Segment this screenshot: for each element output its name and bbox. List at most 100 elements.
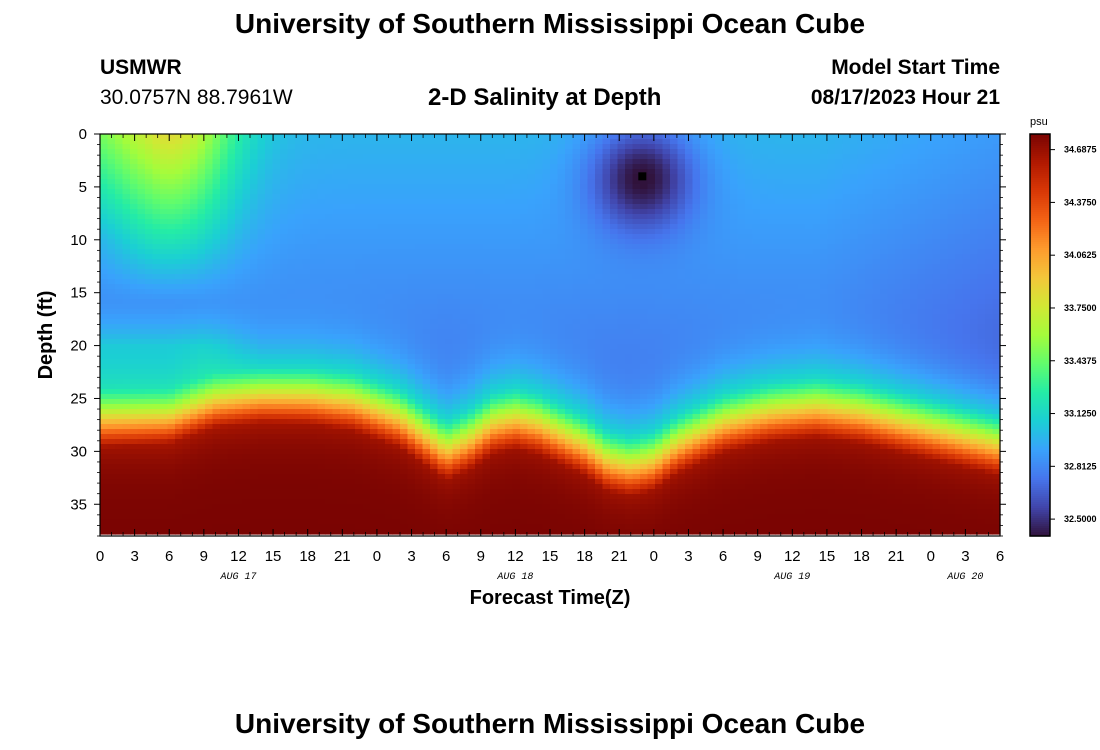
heatmap-cell xyxy=(272,339,281,345)
heatmap-cell xyxy=(167,504,176,510)
heatmap-cell xyxy=(175,149,184,155)
heatmap-cell xyxy=(317,229,326,235)
heatmap-cell xyxy=(280,409,289,415)
heatmap-cell xyxy=(167,234,176,240)
heatmap-cell xyxy=(310,394,319,400)
heatmap-cell xyxy=(325,489,334,495)
heatmap-cell xyxy=(317,474,326,480)
heatmap-cell xyxy=(280,479,289,485)
heatmap-cell xyxy=(100,364,109,370)
heatmap-cell xyxy=(167,389,176,395)
heatmap-cell xyxy=(227,529,236,535)
heatmap-cell xyxy=(550,194,559,200)
heatmap-cell xyxy=(257,299,266,305)
heatmap-cell xyxy=(347,479,356,485)
heatmap-cell xyxy=(160,529,169,535)
heatmap-cell xyxy=(362,464,371,470)
heatmap-cell xyxy=(257,234,266,240)
heatmap-cell xyxy=(392,249,401,255)
heatmap-cell xyxy=(212,389,221,395)
heatmap-cell xyxy=(482,319,491,325)
heatmap-cell xyxy=(227,359,236,365)
heatmap-cell xyxy=(205,464,214,470)
heatmap-cell xyxy=(137,404,146,410)
heatmap-cell xyxy=(205,384,214,390)
heatmap-cell xyxy=(235,324,244,330)
heatmap-cell xyxy=(145,469,154,475)
heatmap-cell xyxy=(295,364,304,370)
heatmap-cell xyxy=(302,304,311,310)
heatmap-cell xyxy=(167,439,176,445)
heatmap-cell xyxy=(557,424,566,430)
heatmap-cell xyxy=(280,434,289,440)
heatmap-cell xyxy=(512,369,521,375)
heatmap-cell xyxy=(332,289,341,295)
heatmap-cell xyxy=(107,174,116,180)
heatmap-cell xyxy=(332,364,341,370)
heatmap-cell xyxy=(212,374,221,380)
heatmap-cell xyxy=(467,144,476,150)
heatmap-cell xyxy=(430,519,439,525)
heatmap-cell xyxy=(182,274,191,280)
heatmap-cell xyxy=(520,164,529,170)
heatmap-cell xyxy=(362,319,371,325)
heatmap-cell xyxy=(385,144,394,150)
heatmap-cell xyxy=(407,324,416,330)
heatmap-cell xyxy=(505,239,514,245)
heatmap-cell xyxy=(542,189,551,195)
heatmap-cell xyxy=(535,244,544,250)
heatmap-cell xyxy=(265,354,274,360)
heatmap-cell xyxy=(197,159,206,165)
heatmap-cell xyxy=(235,254,244,260)
heatmap-cell xyxy=(160,479,169,485)
heatmap-cell xyxy=(115,354,124,360)
heatmap-cell xyxy=(287,514,296,520)
heatmap-cell xyxy=(250,139,259,145)
heatmap-cell xyxy=(542,484,551,490)
heatmap-cell xyxy=(295,289,304,295)
heatmap-cell xyxy=(490,269,499,275)
heatmap-cell xyxy=(325,344,334,350)
heatmap-cell xyxy=(422,389,431,395)
heatmap-cell xyxy=(497,299,506,305)
heatmap-cell xyxy=(415,144,424,150)
heatmap-cell xyxy=(122,204,131,210)
heatmap-cell xyxy=(377,274,386,280)
heatmap-cell xyxy=(557,324,566,330)
heatmap-cell xyxy=(220,384,229,390)
heatmap-cell xyxy=(362,359,371,365)
heatmap-cell xyxy=(242,269,251,275)
heatmap-cell xyxy=(415,414,424,420)
heatmap-cell xyxy=(250,449,259,455)
heatmap-cell xyxy=(302,419,311,425)
heatmap-cell xyxy=(130,169,139,175)
heatmap-cell xyxy=(220,419,229,425)
heatmap-cell xyxy=(257,289,266,295)
heatmap-cell xyxy=(145,149,154,155)
heatmap-cell xyxy=(197,134,206,140)
heatmap-cell xyxy=(497,139,506,145)
heatmap-cell xyxy=(467,169,476,175)
heatmap-cell xyxy=(460,199,469,205)
heatmap-cell xyxy=(160,474,169,480)
heatmap-cell xyxy=(347,319,356,325)
heatmap-cell xyxy=(122,304,131,310)
heatmap-cell xyxy=(175,469,184,475)
heatmap-cell xyxy=(122,159,131,165)
heatmap-cell xyxy=(197,524,206,530)
heatmap-cell xyxy=(160,179,169,185)
heatmap-cell xyxy=(452,449,461,455)
heatmap-cell xyxy=(422,479,431,485)
heatmap-cell xyxy=(235,399,244,405)
heatmap-cell xyxy=(512,204,521,210)
heatmap-cell xyxy=(280,264,289,270)
heatmap-cell xyxy=(355,419,364,425)
heatmap-cell xyxy=(437,399,446,405)
heatmap-cell xyxy=(257,419,266,425)
heatmap-cell xyxy=(400,224,409,230)
heatmap-cell xyxy=(415,479,424,485)
heatmap-cell xyxy=(527,359,536,365)
heatmap-cell xyxy=(310,319,319,325)
heatmap-cell xyxy=(130,444,139,450)
heatmap-cell xyxy=(362,499,371,505)
